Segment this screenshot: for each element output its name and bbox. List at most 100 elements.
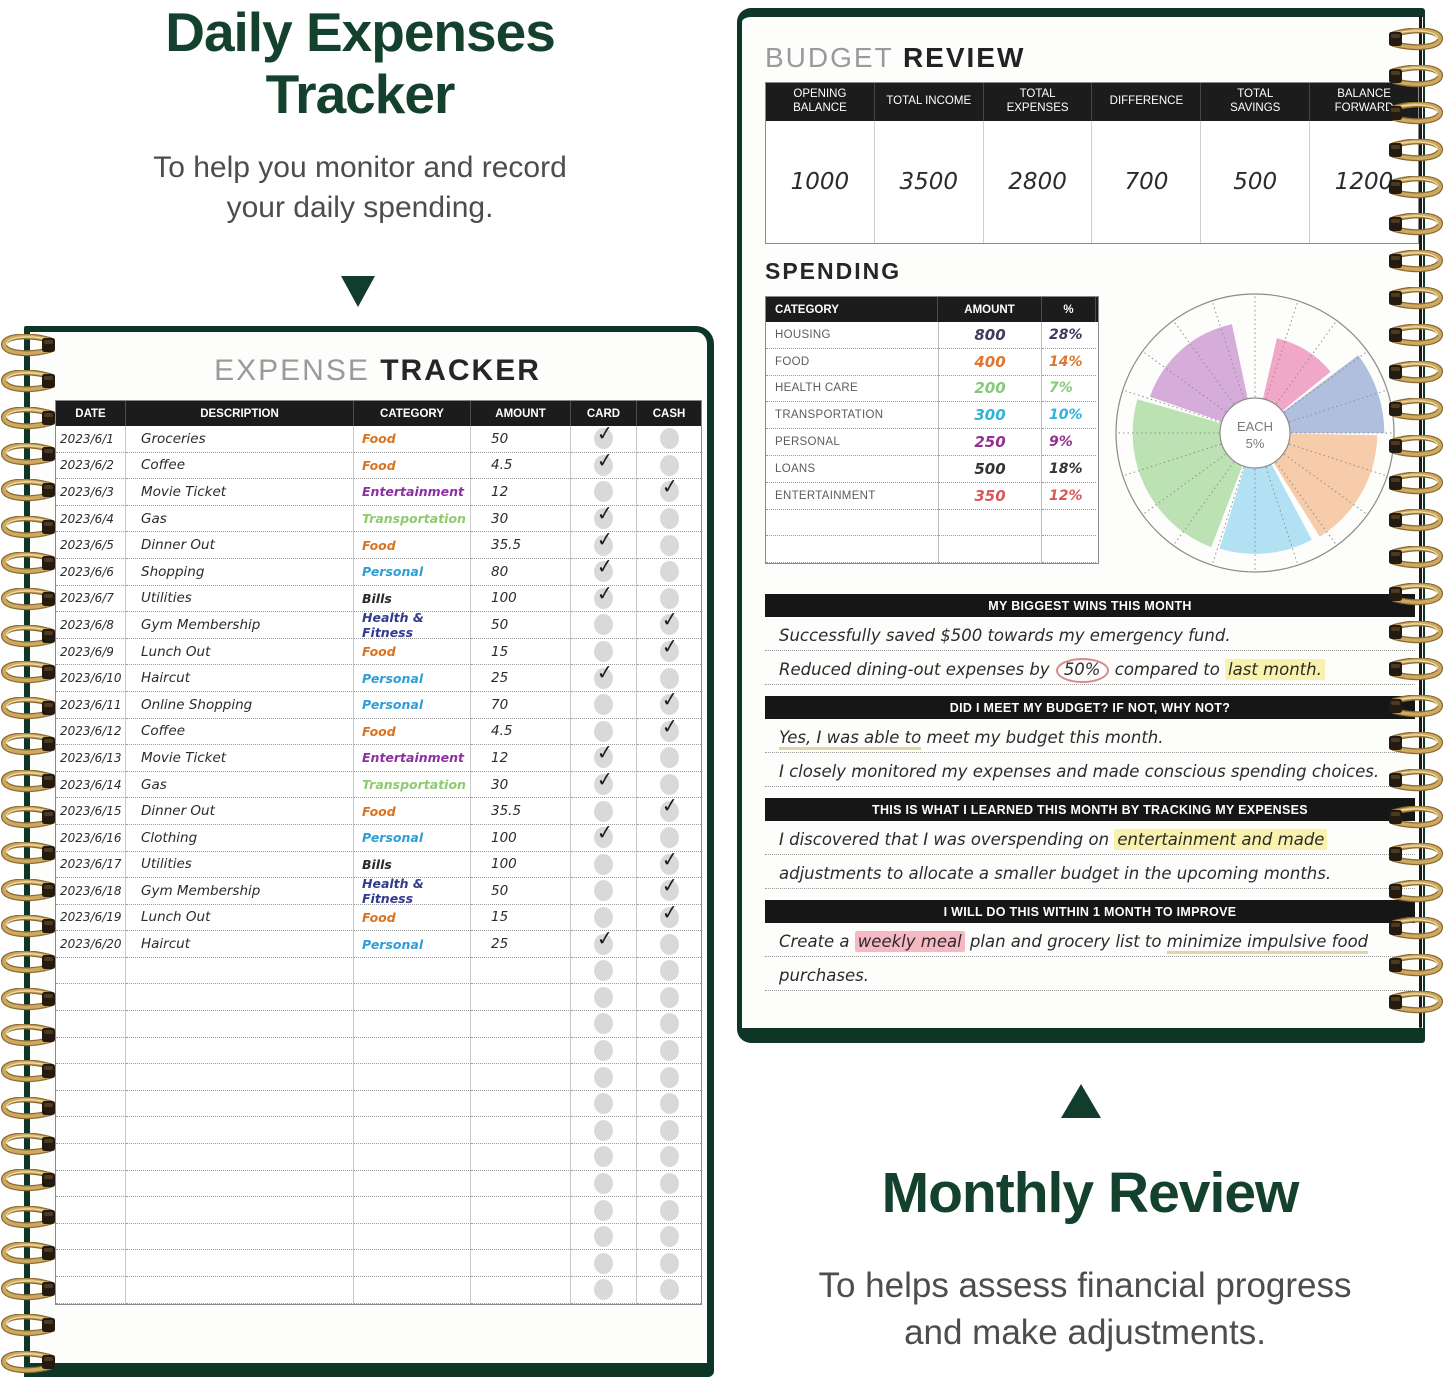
cash-cell: ✓ (637, 852, 701, 879)
expense-description (126, 1011, 354, 1038)
cash-cell (637, 1277, 701, 1304)
handwritten-text: I closely monitored my expenses and made… (779, 762, 1380, 781)
payment-circle-icon (659, 667, 679, 689)
expense-category: Transportation (354, 505, 471, 533)
spending-wheel-chart: EACH 5% (1110, 288, 1400, 578)
spiral-coil-icon (0, 1168, 56, 1192)
sector-divider-line (1211, 300, 1245, 399)
expense-row (56, 1197, 701, 1224)
checkmark-icon: ✓ (660, 851, 680, 872)
spending-row: HEALTH CARE 200 7% (766, 375, 1098, 403)
spiral-coil-icon (1388, 619, 1444, 644)
spiral-coil-icon (0, 732, 56, 756)
card-cell: ✓ (571, 771, 637, 799)
expense-row: 2023/6/11 Online Shopping Personal 70 ✓ (56, 691, 701, 719)
wheel-outer-circle (1115, 293, 1395, 573)
expense-date (56, 1277, 126, 1304)
sector-divider-line (1283, 350, 1368, 413)
spiral-coil-icon (1388, 249, 1444, 273)
checkmark-icon: ✓ (595, 452, 615, 473)
card-cell (571, 904, 637, 932)
payment-circle-icon (659, 587, 679, 609)
spiral-coil-icon (0, 369, 56, 393)
expense-date: 2023/6/15 (56, 798, 126, 825)
budget-review-title-bold: REVIEW (902, 42, 1026, 73)
highlight-yellow-text: last month. (1225, 659, 1325, 680)
payment-circle-icon (659, 774, 679, 796)
expense-date (56, 1064, 126, 1091)
expense-date (56, 1011, 126, 1038)
spiral-coil-icon (1388, 434, 1444, 458)
expense-description (126, 1277, 354, 1304)
underline-khaki-text: minimize impulsive food (1166, 932, 1369, 954)
payment-circle-icon (594, 694, 613, 716)
sector-divider-line (1122, 389, 1221, 423)
spiral-coil-icon (0, 1059, 56, 1083)
expense-description: Shopping (126, 558, 354, 586)
expense-description (126, 1250, 354, 1277)
spending-category: TRANSPORTATION (766, 402, 938, 430)
spending-row: ENTERTAINMENT 350 12% (766, 482, 1098, 510)
expense-amount: 100 (471, 851, 571, 879)
card-cell (571, 798, 637, 825)
expense-column-header: AMOUNT (471, 401, 571, 426)
checkmark-icon: ✓ (660, 798, 680, 819)
spending-amount: 800 (938, 322, 1042, 349)
expense-row: 2023/6/3 Movie Ticket Entertainment 12 ✓ (56, 479, 701, 506)
expense-amount: 80 (471, 558, 571, 586)
spending-percent (1042, 536, 1096, 564)
spiral-coil-icon (1388, 101, 1444, 125)
spiral-coil-icon (1388, 175, 1444, 199)
spending-amount (938, 509, 1042, 537)
spending-percent: 14% (1042, 349, 1096, 376)
card-cell (571, 1090, 637, 1118)
spiral-coil-icon (1388, 953, 1444, 977)
up-arrow-icon (1061, 1084, 1101, 1118)
payment-circle-icon (659, 1172, 679, 1194)
expense-category: Personal (354, 691, 471, 719)
expense-row: 2023/6/6 Shopping Personal 80 ✓ (56, 558, 701, 586)
expense-amount (471, 1277, 571, 1304)
payment-circle-icon (659, 1279, 679, 1301)
expense-description: Dinner Out (126, 532, 354, 559)
payment-circle-icon (659, 481, 679, 503)
spiral-coil-icon (1388, 805, 1444, 829)
cash-cell (637, 745, 701, 772)
expense-category: Personal (354, 558, 471, 586)
card-cell (571, 878, 637, 905)
spending-column-header: AMOUNT (938, 297, 1042, 322)
checkmark-icon: ✓ (595, 532, 615, 553)
expense-description: Online Shopping (126, 691, 354, 719)
expense-date: 2023/6/3 (56, 479, 126, 506)
card-cell: ✓ (571, 505, 637, 533)
card-cell (571, 718, 637, 746)
expense-date (56, 1144, 126, 1171)
payment-circle-icon (594, 800, 613, 822)
expense-date (56, 1250, 126, 1277)
expense-date (56, 984, 126, 1012)
expense-date: 2023/6/10 (56, 665, 126, 692)
cash-cell (637, 1011, 701, 1038)
expense-date: 2023/6/13 (56, 745, 126, 772)
expense-category: Food (354, 904, 471, 932)
expense-amount: 25 (471, 665, 571, 692)
payment-circle-icon (594, 906, 613, 928)
expense-date: 2023/6/8 (56, 612, 126, 639)
cash-cell (637, 1197, 701, 1224)
expense-date: 2023/6/7 (56, 585, 126, 613)
expense-row: 2023/6/2 Coffee Food 4.5 ✓ (56, 452, 701, 480)
expense-row (56, 957, 701, 985)
expense-description: Utilities (126, 585, 354, 613)
wheel-center-label-line2: 5% (1246, 436, 1265, 451)
left-header-title: Daily Expenses Tracker (40, 1, 680, 125)
expense-category (354, 1250, 471, 1277)
wheel-center-label-line1: EACH (1237, 419, 1273, 434)
spending-row: FOOD 400 14% (766, 348, 1098, 376)
budget-column-header: TOTAL SAVINGS (1201, 83, 1311, 121)
card-cell: ✓ (571, 558, 637, 586)
checkmark-icon: ✓ (595, 585, 615, 606)
highlight-yellow-text: entertainment and made (1114, 829, 1328, 850)
expense-row: 2023/6/5 Dinner Out Food 35.5 ✓ (56, 532, 701, 559)
expense-amount: 15 (471, 638, 571, 666)
card-cell (571, 1117, 637, 1145)
